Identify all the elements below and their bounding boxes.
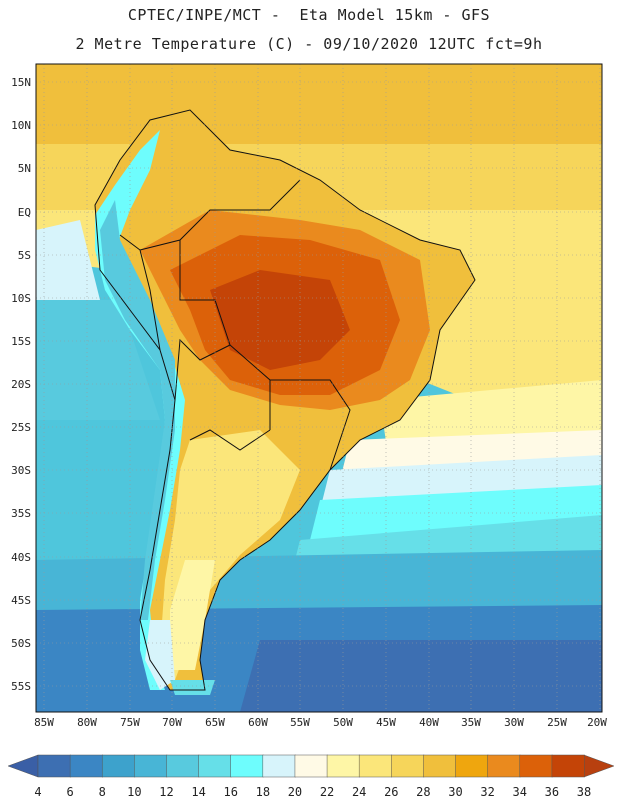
colorbar-swatch <box>487 754 521 778</box>
colorbar-swatch <box>230 754 264 778</box>
colorbar-level-label: 26 <box>384 785 398 799</box>
colorbar-level-label: 28 <box>416 785 430 799</box>
lat-label: 15N <box>11 76 31 89</box>
lon-label: 20W <box>587 716 607 729</box>
lon-label: 50W <box>333 716 353 729</box>
lon-label: 75W <box>120 716 140 729</box>
colorbar-level-label: 18 <box>256 785 270 799</box>
colorbar-swatch <box>519 754 553 778</box>
lon-label: 85W <box>34 716 54 729</box>
colorbar-swatch <box>37 754 71 778</box>
lat-label: EQ <box>18 206 31 219</box>
latitude-labels: 15N 10N 5N EQ 5S 10S 15S 20S 25S 30S 35S… <box>11 76 31 693</box>
temperature-field <box>36 64 602 712</box>
lon-label: 30W <box>504 716 524 729</box>
colorbar-level-label: 12 <box>159 785 173 799</box>
lon-label: 45W <box>376 716 396 729</box>
colorbar-swatch <box>551 754 585 778</box>
colorbar-swatch <box>134 754 168 778</box>
map-frame <box>35 63 603 713</box>
colorbar-level-label: 16 <box>223 785 237 799</box>
colorbar-swatch <box>198 754 232 778</box>
lat-label: 45S <box>11 594 31 607</box>
lat-label: 5S <box>18 249 31 262</box>
lat-label: 5N <box>18 162 31 175</box>
colorbar-level-label: 30 <box>448 785 462 799</box>
colorbar-level-label: 34 <box>513 785 527 799</box>
colorbar-level-label: 36 <box>545 785 559 799</box>
colorbar-level-label: 24 <box>352 785 366 799</box>
colorbar-level-label: 38 <box>577 785 591 799</box>
colorbar-swatch <box>326 754 360 778</box>
map-title-line-2: 2 Metre Temperature (C) - 09/10/2020 12U… <box>75 35 543 53</box>
lon-label: 65W <box>205 716 225 729</box>
colorbar-above-arrow <box>583 754 615 778</box>
lon-label: 60W <box>248 716 268 729</box>
colorbar-swatch <box>262 754 296 778</box>
lat-label: 15S <box>11 335 31 348</box>
graticule <box>36 64 602 712</box>
lat-label: 25S <box>11 421 31 434</box>
colorbar-below-arrow <box>7 754 39 778</box>
lon-label: 55W <box>290 716 310 729</box>
colorbar-swatch <box>455 754 489 778</box>
lon-label: 35W <box>461 716 481 729</box>
colorbar-swatch <box>294 754 328 778</box>
lon-label: 40W <box>419 716 439 729</box>
colorbar-level-label: 14 <box>191 785 205 799</box>
lat-label: 10N <box>11 119 31 132</box>
lat-label: 55S <box>11 680 31 693</box>
lat-label: 40S <box>11 551 31 564</box>
lat-label: 50S <box>11 637 31 650</box>
lon-label: 25W <box>547 716 567 729</box>
colorbar-level-label: 10 <box>127 785 141 799</box>
lon-label: 70W <box>162 716 182 729</box>
colorbar-level-label: 8 <box>99 785 106 799</box>
colorbar-swatch <box>391 754 425 778</box>
colorbar-level-label: 22 <box>320 785 334 799</box>
colorbar-swatch <box>69 754 103 778</box>
lat-label: 30S <box>11 464 31 477</box>
colorbar-labels: 4 6 8 10 12 14 16 18 20 22 24 26 28 30 32 34 36 38 <box>34 785 591 799</box>
colorbar-level-label: 20 <box>288 785 302 799</box>
lat-label: 20S <box>11 378 31 391</box>
map-title-line-1: CPTEC/INPE/MCT - Eta Model 15km - GFS <box>127 6 491 24</box>
colorbar-swatch <box>423 754 457 778</box>
colorbar <box>7 754 615 778</box>
lat-label: 35S <box>11 507 31 520</box>
lon-label: 80W <box>77 716 97 729</box>
colorbar-level-label: 4 <box>34 785 41 799</box>
lat-label: 10S <box>11 292 31 305</box>
colorbar-swatch <box>358 754 393 778</box>
colorbar-level-label: 32 <box>480 785 494 799</box>
colorbar-level-label: 6 <box>67 785 74 799</box>
colorbar-swatch <box>101 754 136 778</box>
longitude-labels: 85W 80W 75W 70W 65W 60W 55W 50W 45W 40W … <box>34 716 607 729</box>
colorbar-swatch <box>166 754 200 778</box>
